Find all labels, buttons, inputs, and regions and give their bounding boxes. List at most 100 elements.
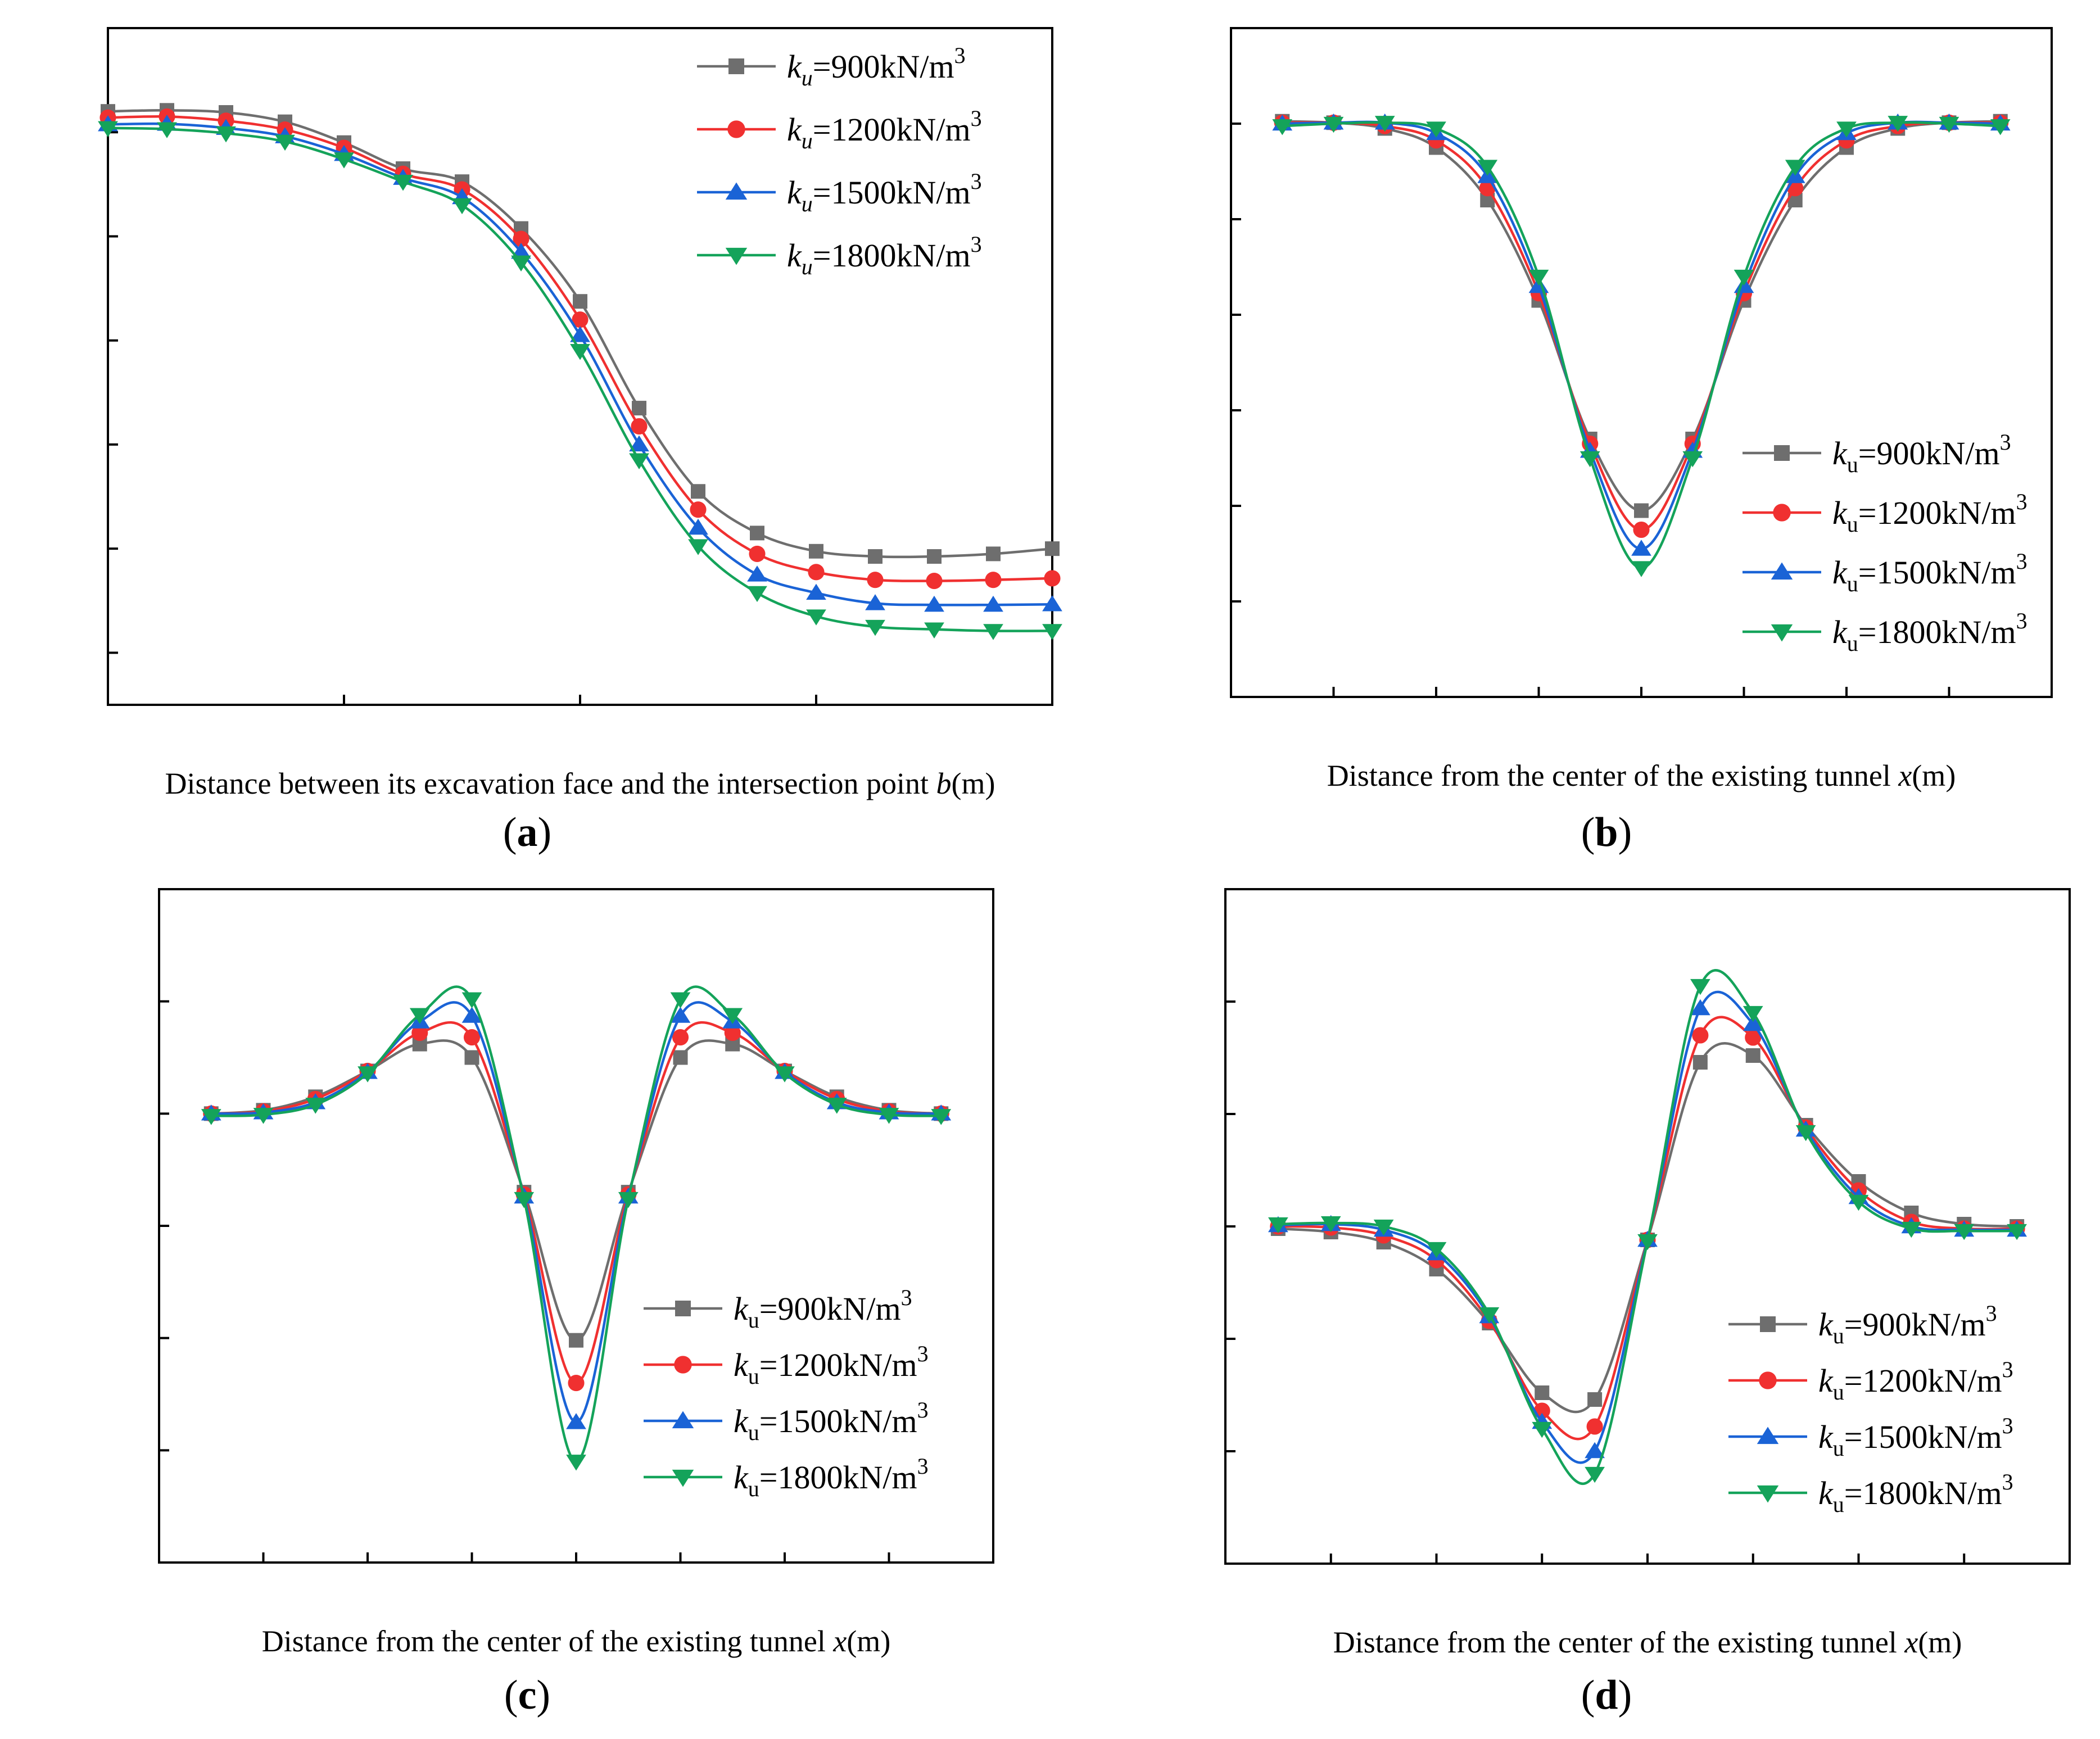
data-point <box>879 1108 899 1124</box>
legend-marker <box>1774 445 1790 461</box>
data-point <box>986 546 1001 561</box>
data-point <box>216 126 236 143</box>
data-point <box>629 453 649 469</box>
data-point <box>305 1098 326 1114</box>
data-point <box>1690 979 1710 995</box>
series-ku1800 <box>1268 969 2027 1485</box>
x-axis-label: Distance between its excavation face and… <box>165 767 995 800</box>
data-point <box>806 583 826 600</box>
panel-label: (b) <box>1581 809 1632 855</box>
legend-marker <box>725 247 748 265</box>
data-point <box>931 1109 952 1125</box>
data-point <box>1692 1027 1709 1044</box>
data-point <box>1268 1217 1288 1234</box>
legend-label: ku=900kN/m3 <box>734 1285 912 1333</box>
data-point <box>826 1098 847 1114</box>
data-point <box>924 595 944 612</box>
data-point <box>461 992 482 1008</box>
data-point <box>985 572 1002 588</box>
data-point <box>1587 1392 1603 1407</box>
legend-label: ku=1200kN/m3 <box>734 1341 929 1389</box>
series-line <box>211 1021 942 1384</box>
data-point <box>1585 1442 1605 1459</box>
legend-marker <box>1773 504 1791 522</box>
series-line <box>1282 120 2001 550</box>
data-point <box>690 501 707 518</box>
data-point <box>747 586 767 603</box>
series-ku1800 <box>1272 116 2011 577</box>
legend-marker <box>672 1469 694 1487</box>
series-ku1800 <box>201 985 952 1471</box>
data-point <box>334 152 354 169</box>
data-point <box>691 484 705 499</box>
data-point <box>926 573 943 590</box>
panel-label: (c) <box>504 1672 550 1718</box>
legend-marker <box>1757 1485 1779 1503</box>
data-point <box>688 518 708 535</box>
data-point <box>1272 119 1293 135</box>
data-point <box>1745 1048 1760 1063</box>
data-point <box>670 992 691 1008</box>
legend-marker <box>675 1301 691 1316</box>
data-point <box>1477 160 1498 176</box>
legend-label: ku=900kN/m3 <box>1832 429 2011 477</box>
data-point <box>1535 1385 1550 1400</box>
series-ku1800 <box>98 121 1062 640</box>
data-point <box>514 1192 535 1208</box>
data-point <box>1743 1006 1763 1022</box>
data-point <box>409 1008 430 1024</box>
legend-label: ku=900kN/m3 <box>787 43 966 90</box>
data-point <box>1848 1194 1869 1211</box>
panel-label: (d) <box>1581 1672 1632 1718</box>
data-point <box>1888 116 1908 132</box>
data-point <box>865 619 885 636</box>
data-point <box>688 539 708 555</box>
data-point <box>464 1050 479 1065</box>
data-point <box>749 545 766 562</box>
data-point <box>631 418 648 435</box>
data-point <box>983 624 1003 640</box>
data-point <box>747 565 767 582</box>
data-point <box>1682 451 1703 468</box>
data-point <box>452 198 472 215</box>
data-point <box>1532 1421 1553 1438</box>
legend-marker <box>1759 1371 1777 1389</box>
data-point <box>983 595 1003 612</box>
series-ku1500 <box>1272 114 2011 556</box>
data-point <box>632 401 646 416</box>
legend-label: ku=1200kN/m3 <box>1818 1357 2013 1405</box>
data-point <box>511 255 531 272</box>
legend-label: ku=1800kN/m3 <box>734 1453 929 1501</box>
data-point <box>1426 1242 1447 1258</box>
data-point <box>566 1455 586 1471</box>
legend-label: ku=1800kN/m3 <box>1818 1469 2013 1517</box>
data-point <box>1637 1234 1658 1251</box>
data-point <box>1528 269 1549 286</box>
legend-label: ku=1200kN/m3 <box>1832 489 2027 537</box>
data-point <box>201 1109 221 1125</box>
series-ku900 <box>101 103 1060 564</box>
legend-marker <box>674 1356 692 1374</box>
data-point <box>1042 624 1062 640</box>
data-point <box>393 175 413 191</box>
data-point <box>569 1333 583 1348</box>
data-point <box>157 122 177 138</box>
legend-label: ku=1500kN/m3 <box>1818 1413 2013 1461</box>
legend-marker <box>1760 1316 1776 1332</box>
data-point <box>98 121 118 138</box>
series-line <box>107 109 1053 559</box>
legend-label: ku=1800kN/m3 <box>787 232 982 279</box>
data-point <box>1323 116 1344 133</box>
data-point <box>411 1025 428 1041</box>
data-point <box>275 134 295 151</box>
data-point <box>868 549 882 564</box>
legend-label: ku=1500kN/m3 <box>1832 549 2027 596</box>
data-point <box>253 1108 274 1124</box>
data-point <box>570 344 590 360</box>
data-point <box>1745 1029 1762 1046</box>
data-point <box>809 544 823 559</box>
legend-marker <box>672 1411 694 1429</box>
panel-b: Distance from the center of the existing… <box>1230 27 2053 855</box>
data-point <box>1692 1055 1708 1070</box>
